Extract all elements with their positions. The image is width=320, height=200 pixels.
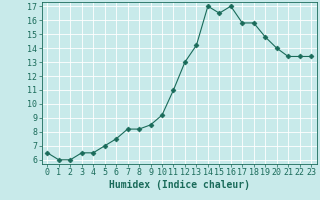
X-axis label: Humidex (Indice chaleur): Humidex (Indice chaleur)	[109, 180, 250, 190]
